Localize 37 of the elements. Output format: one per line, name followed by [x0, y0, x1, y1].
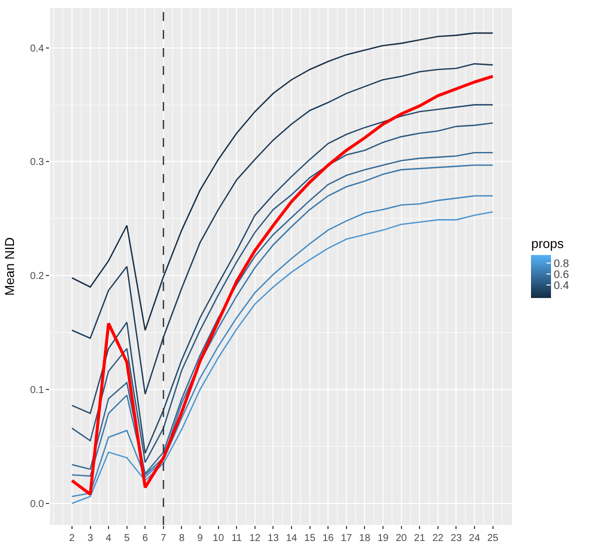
x-tick-label: 6: [142, 533, 148, 544]
x-tick-label: 21: [414, 533, 426, 544]
y-tick-label: 0.4: [30, 43, 44, 54]
x-tick-label: 10: [212, 533, 224, 544]
x-tick-label: 12: [249, 533, 261, 544]
x-tick-label: 7: [160, 533, 167, 544]
x-tick-label: 15: [304, 533, 316, 544]
x-tick-label: 23: [450, 533, 462, 544]
line-series: [70, 74, 494, 496]
color-bar-label: 0.8: [554, 258, 569, 270]
y-tick-label: 0.1: [30, 384, 44, 396]
color-bar-label: 0.4: [554, 280, 569, 292]
x-tick-label: 4: [106, 533, 112, 544]
x-tick-label: 22: [432, 533, 444, 544]
x-tick-label: 20: [396, 533, 408, 544]
x-tick-label: 13: [268, 533, 280, 544]
x-tick-label: 19: [377, 533, 390, 544]
x-tick-label: 16: [322, 533, 334, 544]
x-tick-label: 5: [124, 533, 130, 544]
x-tick-label: 3: [87, 533, 94, 544]
color-bar-title: props: [531, 236, 564, 251]
color-bar-label: 0.6: [554, 268, 569, 281]
x-tick-label: 18: [359, 533, 371, 544]
x-tick-label: 24: [468, 533, 480, 544]
y-tick-label: 0.3: [30, 157, 44, 168]
line-series: [71, 63, 494, 395]
x-tick-label: 9: [197, 533, 204, 544]
line-series: [71, 32, 494, 331]
y-axis-title: Mean NID: [2, 237, 17, 296]
x-tick-label: 14: [286, 533, 298, 544]
x-tick-label: 25: [487, 533, 499, 544]
y-tick-label: 0.0: [30, 498, 44, 510]
x-tick-label: 8: [178, 533, 185, 544]
x-tick-label: 11: [231, 533, 242, 544]
y-tick-label: 0.2: [30, 271, 44, 282]
x-tick-label: 17: [340, 533, 352, 544]
x-tick-label: 2: [69, 533, 76, 544]
